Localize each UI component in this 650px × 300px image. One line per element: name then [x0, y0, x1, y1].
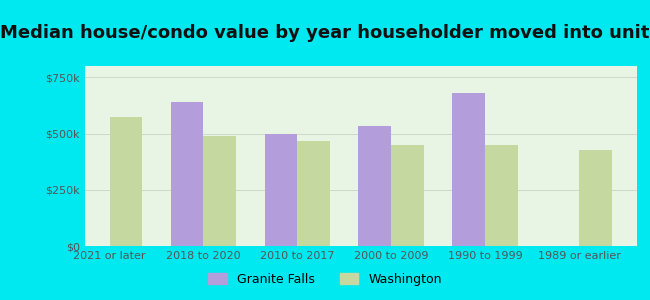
Text: Median house/condo value by year householder moved into unit: Median house/condo value by year househo…	[0, 24, 650, 42]
Bar	[452, 93, 485, 246]
Bar	[203, 136, 237, 246]
Bar	[298, 141, 330, 246]
Bar	[579, 150, 612, 246]
Bar	[358, 126, 391, 246]
Bar	[110, 117, 142, 246]
Bar	[391, 145, 424, 246]
Legend: Granite Falls, Washington: Granite Falls, Washington	[203, 268, 447, 291]
Bar	[485, 145, 518, 246]
Bar	[265, 134, 298, 246]
Bar	[171, 102, 203, 246]
